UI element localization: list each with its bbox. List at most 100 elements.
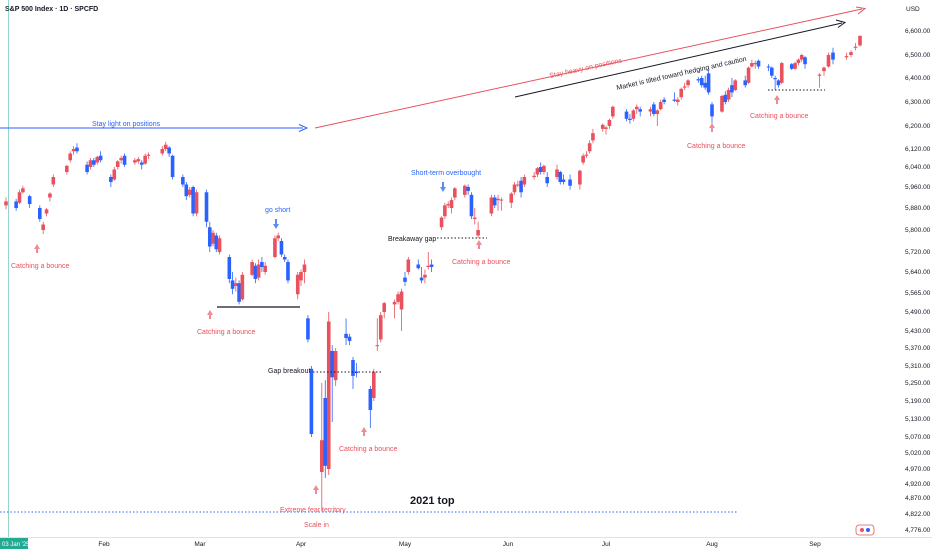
candle (607, 118, 612, 129)
candle (234, 277, 238, 292)
candle (472, 208, 477, 225)
candle-body (211, 232, 215, 244)
candle (803, 56, 807, 69)
candle (375, 318, 380, 351)
candle (333, 348, 338, 386)
candle-body (853, 46, 858, 48)
y-tick-label: 6,300.00 (905, 99, 931, 106)
candle (624, 109, 629, 122)
candle (396, 291, 400, 305)
candle (167, 146, 171, 157)
candle-body (439, 217, 444, 228)
candle-body (115, 161, 120, 167)
candle (146, 152, 151, 160)
candle-body (333, 351, 338, 381)
candle-body (730, 85, 734, 93)
candle-body (466, 187, 470, 191)
candle-body (584, 154, 589, 156)
y-tick-label: 5,250.00 (905, 380, 931, 387)
candle-body (194, 192, 199, 214)
candle (214, 232, 219, 252)
candle-body (726, 90, 731, 100)
bounce-label-mar: Catching a bounce (197, 329, 255, 336)
y-tick-label: 5,720.00 (905, 249, 931, 256)
candle (849, 50, 853, 58)
candle (631, 109, 636, 122)
candle-body (396, 294, 400, 302)
scale-in-label: Scale in (304, 522, 329, 529)
candle-body (68, 153, 73, 161)
candle-body (696, 79, 701, 81)
candle-body (628, 118, 632, 120)
x-tick-label: May (399, 541, 412, 548)
candle-body (286, 262, 290, 281)
candle-body (250, 262, 254, 275)
candle (68, 151, 73, 163)
candle-body (351, 360, 355, 376)
candle (512, 182, 517, 195)
candle-body (686, 80, 690, 86)
candle (351, 357, 355, 389)
candle-body (706, 73, 711, 93)
candle-body (561, 179, 566, 182)
candle (279, 238, 284, 257)
candle (853, 43, 858, 51)
candle (489, 194, 494, 217)
scale-in-arrow (313, 485, 319, 494)
candle-body (591, 133, 595, 141)
candle (423, 269, 427, 284)
candle (542, 164, 546, 175)
candle-body (234, 283, 238, 286)
candle-body (160, 149, 165, 154)
start-date-badge (0, 538, 28, 549)
candle-body (831, 52, 835, 60)
candle-body (276, 235, 280, 239)
candle (273, 235, 277, 259)
candle (710, 102, 714, 124)
candle (207, 221, 212, 252)
candle-body (75, 147, 79, 152)
candle-body (41, 224, 45, 230)
candle-body (163, 144, 168, 149)
candle (578, 169, 582, 190)
candle (733, 79, 738, 92)
candle-body (489, 197, 494, 214)
candle-body (679, 88, 684, 98)
candle-body (146, 154, 151, 156)
candle (44, 208, 49, 217)
candle-body (375, 345, 380, 347)
candle (419, 267, 424, 284)
market-tilted-arrowhead (835, 19, 847, 28)
candle (753, 60, 757, 69)
candle (95, 155, 100, 165)
candle (295, 272, 300, 300)
short-term-overbought-label: Short-term overbought (411, 170, 481, 177)
candle (706, 71, 711, 95)
candle (112, 167, 117, 181)
y-tick-label: 5,800.00 (905, 227, 931, 234)
candle-body (112, 169, 117, 180)
candle (796, 58, 801, 66)
candle-body (181, 177, 185, 185)
candle-body (446, 204, 450, 206)
candle-body (227, 257, 232, 279)
candle (160, 146, 165, 156)
candle-body (638, 109, 642, 112)
candle-body (472, 217, 477, 219)
candle (71, 146, 76, 155)
candle (443, 202, 447, 219)
candle (555, 164, 559, 180)
candle-body (512, 184, 517, 193)
candle-body (326, 321, 331, 469)
y-tick-label: 5,430.00 (905, 328, 931, 335)
candle (4, 197, 8, 210)
candle-body (27, 196, 32, 205)
candle (88, 158, 93, 170)
candle-body (611, 106, 615, 117)
candle-body (406, 259, 411, 272)
breakaway-gap-label: Breakaway gap (388, 236, 436, 243)
candle-body (320, 440, 324, 472)
candle-body (699, 78, 704, 86)
candle (378, 312, 383, 343)
